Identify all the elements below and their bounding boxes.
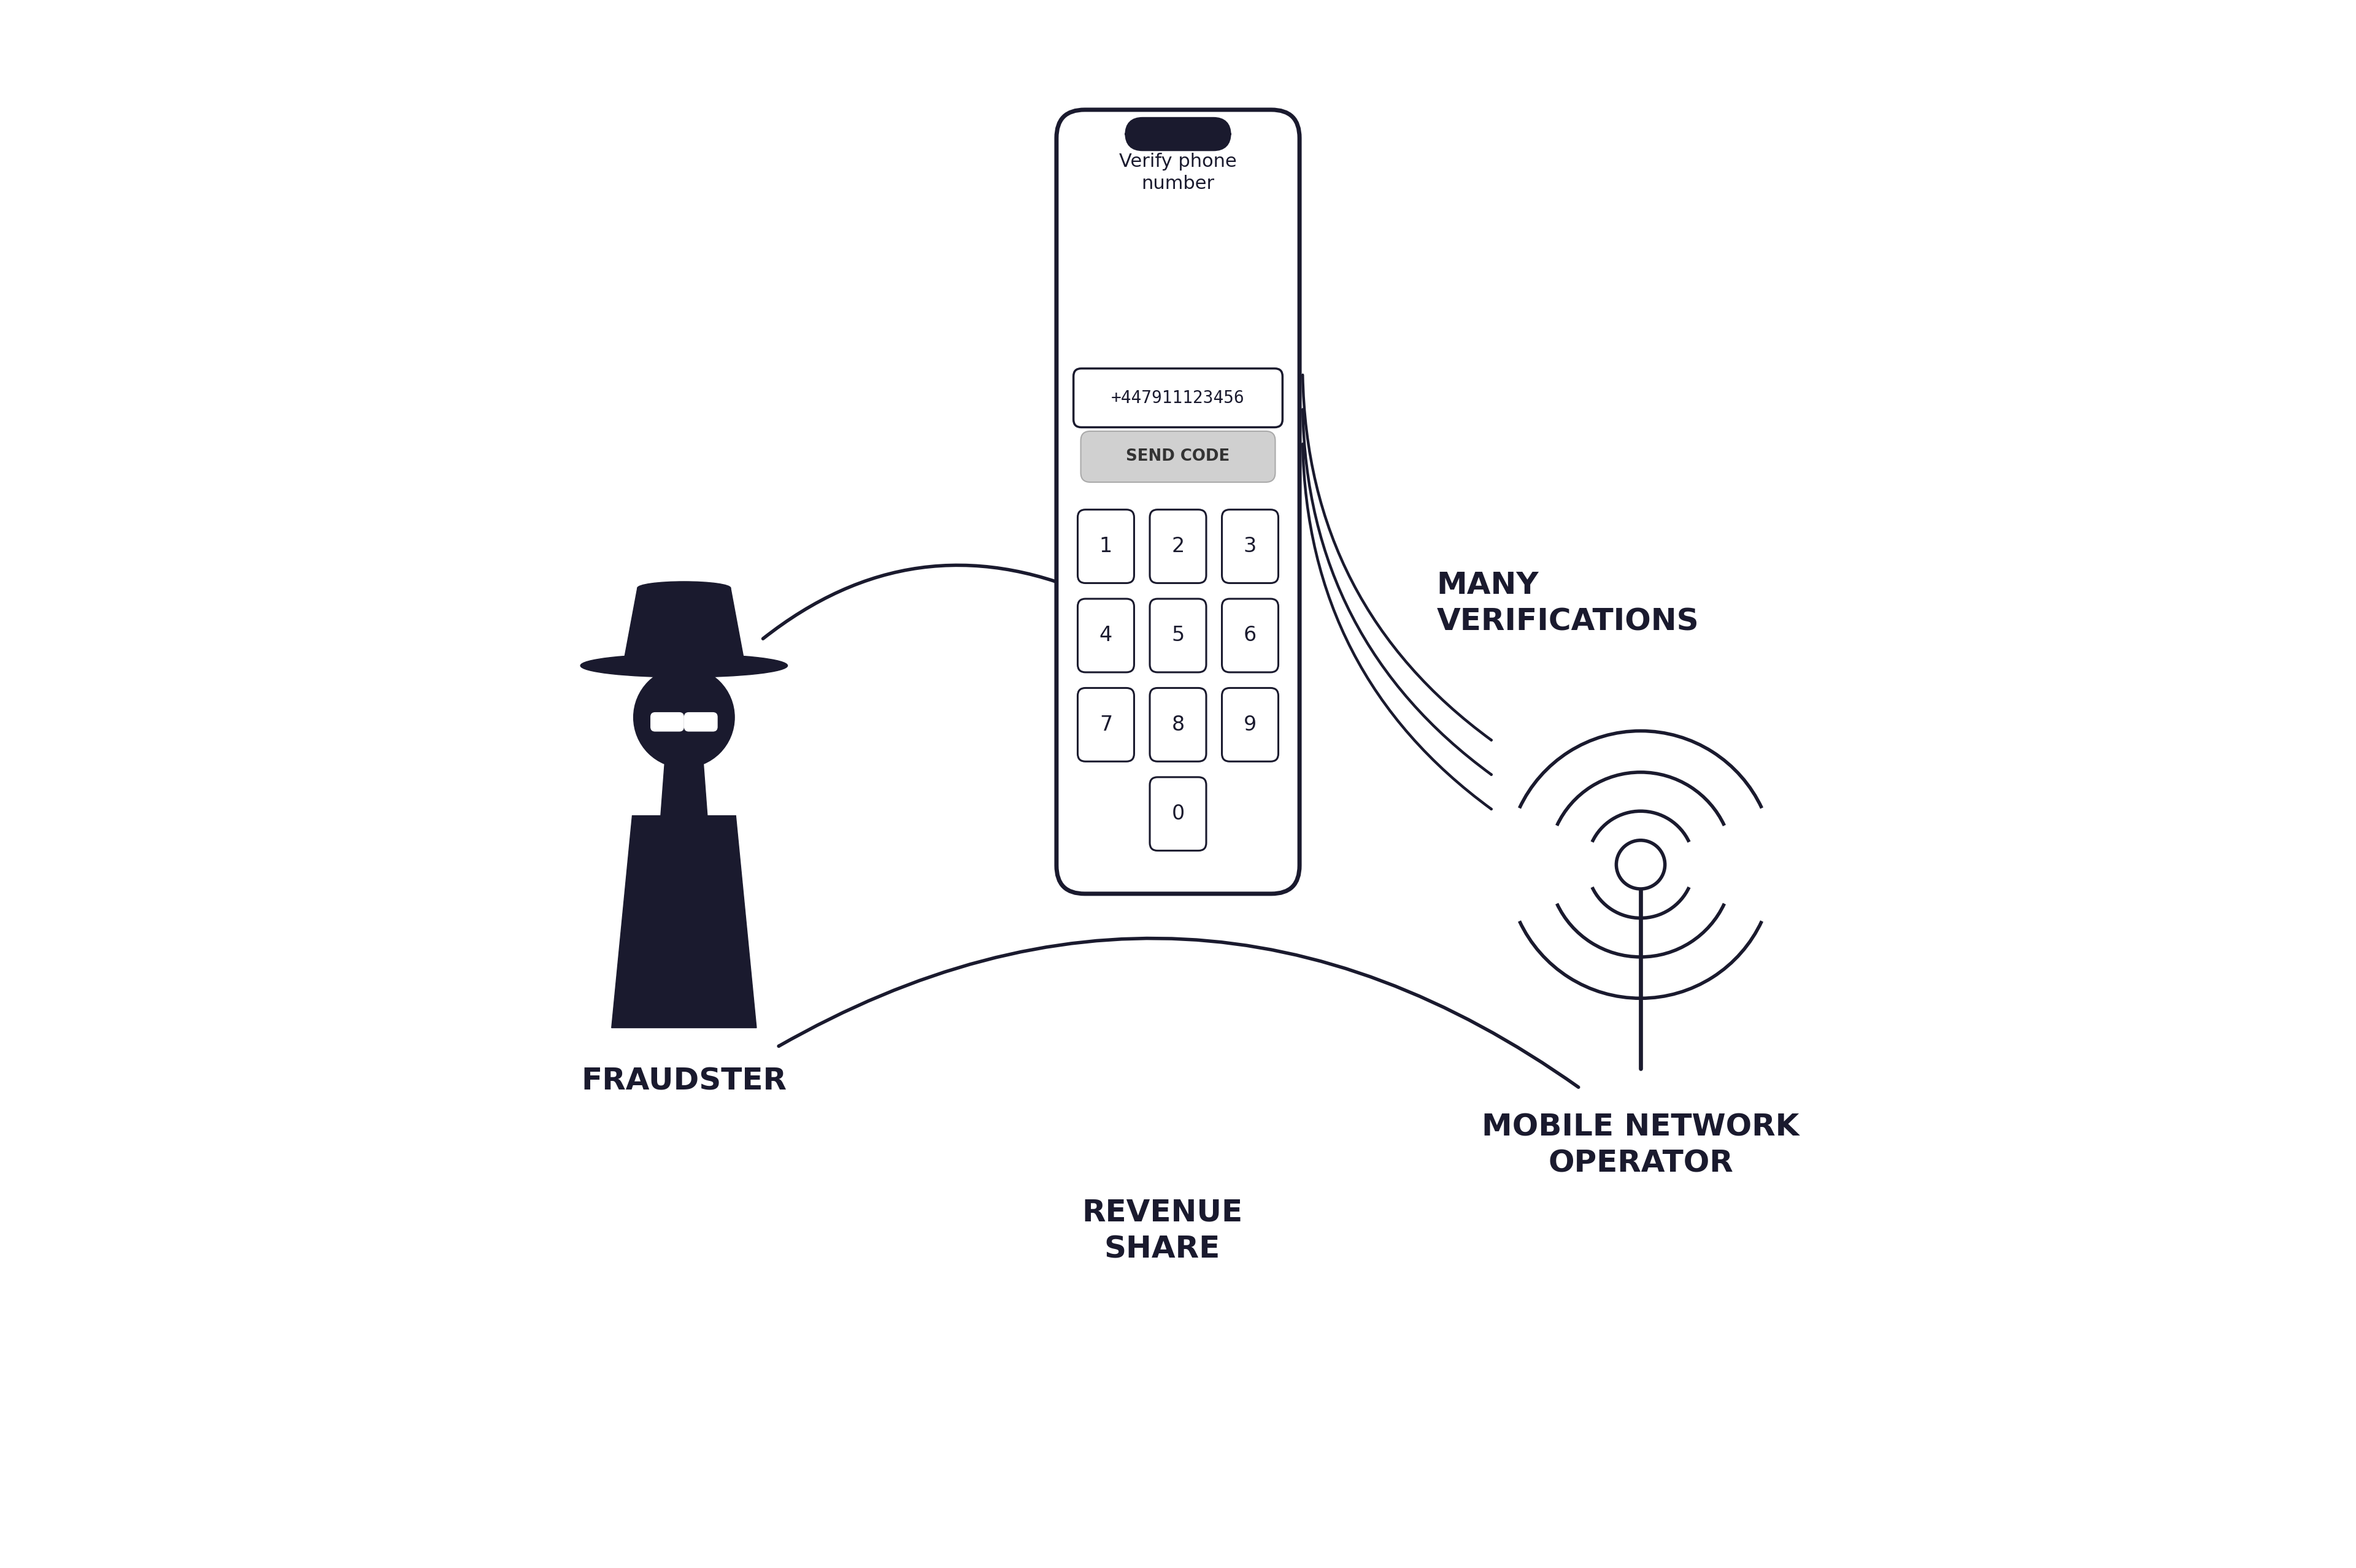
FancyBboxPatch shape [1150, 778, 1206, 850]
Text: 4: 4 [1100, 626, 1112, 646]
FancyBboxPatch shape [1150, 599, 1206, 673]
FancyBboxPatch shape [1223, 510, 1279, 583]
FancyBboxPatch shape [1077, 599, 1133, 673]
Text: MOBILE NETWORK
OPERATOR: MOBILE NETWORK OPERATOR [1482, 1113, 1800, 1179]
Text: SEND CODE: SEND CODE [1126, 448, 1230, 464]
FancyBboxPatch shape [1150, 688, 1206, 762]
Polygon shape [660, 764, 707, 815]
FancyBboxPatch shape [1077, 688, 1133, 762]
FancyBboxPatch shape [1074, 368, 1282, 428]
Text: 1: 1 [1100, 536, 1112, 557]
Text: 9: 9 [1244, 715, 1256, 735]
Text: 2: 2 [1171, 536, 1185, 557]
FancyBboxPatch shape [1077, 510, 1133, 583]
FancyBboxPatch shape [1150, 510, 1206, 583]
FancyBboxPatch shape [1223, 688, 1279, 762]
Text: 3: 3 [1244, 536, 1256, 557]
FancyBboxPatch shape [650, 712, 683, 732]
Polygon shape [624, 588, 744, 665]
Text: 8: 8 [1171, 715, 1185, 735]
Text: 5: 5 [1171, 626, 1185, 646]
Circle shape [1616, 840, 1666, 889]
FancyArrowPatch shape [763, 564, 1088, 638]
Polygon shape [613, 815, 756, 1029]
Text: +447911123456: +447911123456 [1112, 389, 1244, 406]
FancyBboxPatch shape [1126, 119, 1230, 149]
Text: 0: 0 [1171, 804, 1185, 825]
FancyBboxPatch shape [1223, 599, 1279, 673]
Ellipse shape [580, 654, 787, 677]
FancyArrowPatch shape [780, 938, 1579, 1087]
Ellipse shape [638, 582, 730, 594]
Text: 7: 7 [1100, 715, 1112, 735]
Circle shape [634, 666, 735, 768]
Text: FRAUDSTER: FRAUDSTER [582, 1066, 787, 1096]
FancyArrowPatch shape [1303, 444, 1491, 809]
FancyBboxPatch shape [1081, 431, 1275, 483]
Text: 6: 6 [1244, 626, 1256, 646]
FancyArrowPatch shape [1303, 375, 1491, 740]
Text: Verify phone
number: Verify phone number [1119, 154, 1237, 193]
FancyBboxPatch shape [1055, 110, 1301, 894]
FancyBboxPatch shape [683, 712, 719, 732]
Text: REVENUE
SHARE: REVENUE SHARE [1081, 1198, 1242, 1264]
FancyArrowPatch shape [1303, 409, 1491, 775]
Text: MANY
VERIFICATIONS: MANY VERIFICATIONS [1437, 571, 1699, 637]
